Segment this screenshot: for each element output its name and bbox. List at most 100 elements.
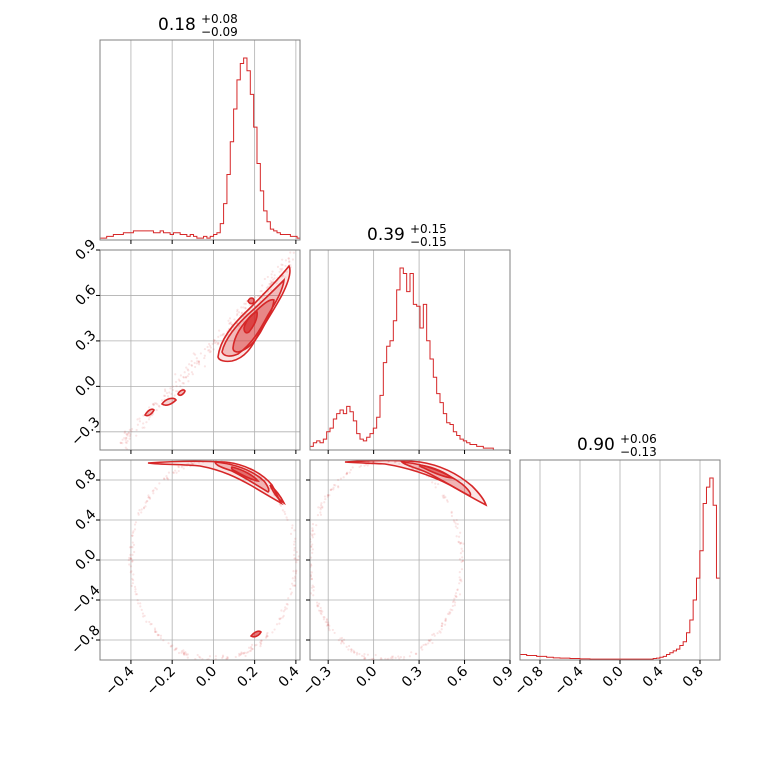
sample-point	[187, 369, 190, 372]
sample-point	[363, 657, 367, 660]
sample-point	[148, 497, 152, 500]
sample-point	[194, 657, 197, 660]
sample-point	[147, 494, 150, 497]
sample-point	[288, 260, 291, 263]
sample-point	[238, 654, 241, 657]
sample-point	[336, 478, 340, 482]
sample-point	[199, 352, 202, 355]
sample-point	[442, 494, 446, 497]
sample-point	[240, 306, 243, 309]
sample-point	[429, 638, 432, 641]
sample-point	[294, 570, 298, 573]
sample-point	[239, 653, 242, 656]
sample-point	[317, 506, 320, 509]
sample-point	[124, 436, 128, 439]
sample-point	[310, 545, 313, 549]
sample-point	[293, 540, 296, 543]
sample-point	[139, 602, 142, 605]
sample-point	[261, 297, 264, 300]
sample-point	[213, 338, 216, 342]
sample-point	[201, 657, 204, 660]
sample-point	[185, 653, 188, 657]
sample-point	[150, 414, 154, 417]
sample-point	[440, 624, 444, 628]
sample-point	[397, 655, 400, 658]
sample-point	[328, 494, 331, 497]
contour-core-p1p0	[243, 311, 258, 334]
sample-point	[184, 651, 187, 654]
sample-point	[454, 592, 458, 595]
sample-point	[311, 527, 314, 530]
x-tick-label: 0.0	[600, 664, 627, 691]
sample-point	[182, 382, 185, 385]
sample-point	[127, 432, 130, 435]
sample-point	[186, 368, 189, 371]
sample-point	[310, 564, 313, 567]
sample-point	[154, 486, 157, 490]
sample-point	[130, 427, 134, 431]
sample-point	[217, 341, 220, 344]
sample-point	[156, 634, 160, 637]
x-tick-label: 0.0	[193, 664, 220, 691]
sample-point	[164, 390, 167, 393]
sample-point	[279, 504, 283, 507]
sample-point	[142, 422, 145, 425]
sample-point	[275, 282, 278, 285]
sample-point	[240, 652, 243, 655]
sample-point	[352, 649, 355, 652]
sample-point	[319, 504, 323, 507]
sample-point	[243, 651, 246, 654]
sample-point	[345, 472, 349, 475]
sample-point	[451, 604, 454, 608]
sample-point	[321, 505, 324, 508]
sample-point	[444, 617, 447, 620]
sample-point	[169, 387, 172, 390]
sample-point	[160, 399, 164, 402]
sample-point	[190, 363, 193, 367]
sample-point	[291, 577, 294, 580]
sample-point	[312, 589, 315, 592]
sample-point	[289, 251, 292, 254]
sample-point	[292, 543, 296, 546]
sample-point	[278, 622, 281, 625]
y-tick-label: 0.0	[72, 546, 99, 573]
sample-point	[443, 623, 447, 626]
sample-point	[310, 586, 314, 589]
sample-point	[459, 552, 462, 555]
sample-point	[148, 406, 151, 409]
sample-point	[183, 371, 186, 374]
sample-point	[321, 506, 324, 509]
sample-point	[187, 462, 190, 465]
sample-point	[181, 382, 184, 385]
sample-point	[279, 617, 283, 620]
sample-point	[442, 496, 445, 499]
sample-point	[398, 657, 401, 660]
sample-point	[244, 306, 247, 309]
sample-point	[444, 619, 447, 622]
histogram-step	[310, 267, 510, 451]
sample-point	[310, 571, 313, 574]
sample-point	[172, 471, 175, 475]
sample-point	[278, 503, 281, 506]
sample-point	[285, 602, 288, 606]
sample-point	[424, 643, 427, 646]
sample-point	[174, 648, 177, 651]
sample-point	[415, 652, 418, 655]
sample-point	[281, 616, 284, 619]
sample-point	[150, 622, 153, 626]
sample-point	[131, 553, 134, 556]
sample-point	[291, 258, 295, 261]
sample-point	[460, 568, 464, 571]
title-param-0: 0.18 +0.08 −0.09	[158, 12, 238, 39]
sample-point	[228, 322, 232, 325]
sample-point	[173, 648, 176, 652]
sample-point	[159, 634, 163, 637]
sample-point	[203, 356, 206, 360]
sample-point	[441, 622, 444, 625]
sample-point	[151, 402, 155, 406]
sample-point	[362, 657, 366, 660]
sample-point	[393, 461, 396, 464]
sample-point	[166, 395, 170, 398]
contour-low-p2p0	[249, 630, 262, 638]
sample-point	[290, 591, 293, 594]
